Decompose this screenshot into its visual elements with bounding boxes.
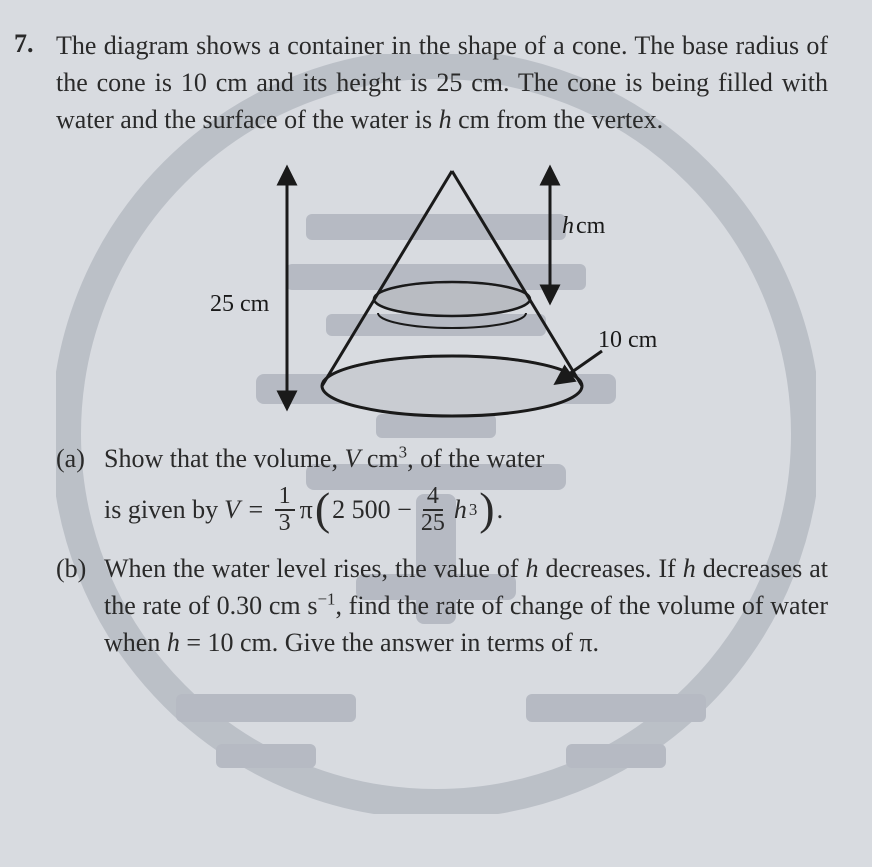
cone-diagram: 25 cm h cm 10 cm xyxy=(56,151,828,431)
svg-text:cm: cm xyxy=(576,213,606,239)
question-block: 7. The diagram shows a container in the … xyxy=(0,0,872,690)
part-b: (b) When the water level rises, the valu… xyxy=(56,551,828,662)
svg-text:h: h xyxy=(562,213,574,239)
part-a-formula: is given by V = 1 3 π ( 2 500 − 4 25 h3 … xyxy=(104,484,828,536)
part-b-text: When the water level rises, the value of… xyxy=(104,554,828,657)
part-a-text: Show that the volume, V cm3, of the wate… xyxy=(104,444,544,473)
question-number: 7. xyxy=(14,26,34,63)
part-a-label: (a) xyxy=(56,441,85,478)
radius-label: 10 cm xyxy=(598,327,658,353)
part-b-label: (b) xyxy=(56,551,86,588)
part-a: (a) Show that the volume, V cm3, of the … xyxy=(56,441,828,537)
height-label: 25 cm xyxy=(210,291,270,317)
question-intro: The diagram shows a container in the sha… xyxy=(56,28,828,139)
